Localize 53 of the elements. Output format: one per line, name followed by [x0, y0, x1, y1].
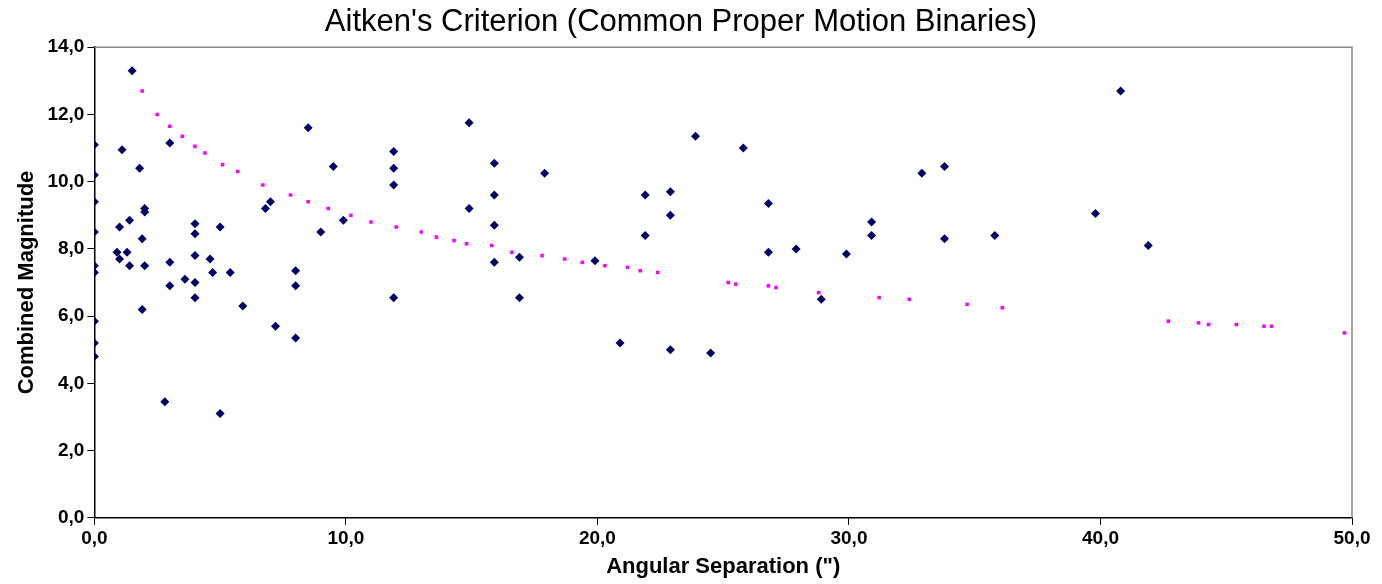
point [306, 200, 310, 204]
point [419, 230, 424, 234]
point [540, 253, 544, 258]
point [965, 302, 969, 307]
point [1196, 321, 1201, 325]
x-tick-label: 0,0 [81, 527, 108, 549]
point [490, 243, 494, 248]
point [220, 163, 225, 167]
point [168, 124, 172, 128]
point [288, 193, 293, 197]
y-tick-label: 4,0 [57, 371, 85, 393]
point [734, 282, 738, 286]
point [817, 290, 821, 295]
point [766, 284, 771, 288]
point [1262, 324, 1266, 328]
point [510, 250, 514, 255]
x-tick-label: 40,0 [1081, 527, 1119, 549]
point [464, 242, 469, 246]
x-tick-label: 30,0 [830, 527, 868, 549]
chart-title: Aitken's Criterion (Common Proper Motion Binaries) [324, 3, 1038, 39]
y-tick-label: 14,0 [47, 35, 85, 57]
y-axis-title: Combined Magnitude [13, 170, 39, 395]
point [1269, 324, 1274, 328]
point [261, 183, 265, 187]
point [369, 220, 373, 224]
y-tick-label: 10,0 [47, 169, 85, 191]
x-tick-label: 10,0 [327, 527, 365, 549]
point [1166, 319, 1171, 323]
point [155, 112, 160, 117]
point [877, 295, 881, 300]
point [434, 235, 439, 239]
point [452, 238, 456, 243]
y-tick-label: 2,0 [57, 438, 85, 460]
y-tick-label: 8,0 [57, 237, 85, 259]
point [203, 151, 207, 155]
point [193, 144, 197, 149]
point [603, 263, 607, 268]
y-tick-label: 6,0 [57, 304, 85, 326]
x-tick-label: 20,0 [578, 527, 616, 549]
point [235, 169, 240, 174]
point [140, 89, 144, 93]
point [774, 285, 778, 290]
point [562, 257, 567, 261]
x-axis-title: Angular Separation (") [606, 552, 841, 578]
y-tick-label: 0,0 [57, 506, 85, 528]
x-tick-label: 50,0 [1333, 527, 1371, 549]
point [349, 213, 353, 218]
point [638, 268, 642, 273]
point [656, 270, 660, 275]
y-tick-label: 12,0 [47, 102, 85, 124]
point [394, 225, 398, 229]
point [726, 280, 730, 285]
point [1342, 331, 1347, 335]
